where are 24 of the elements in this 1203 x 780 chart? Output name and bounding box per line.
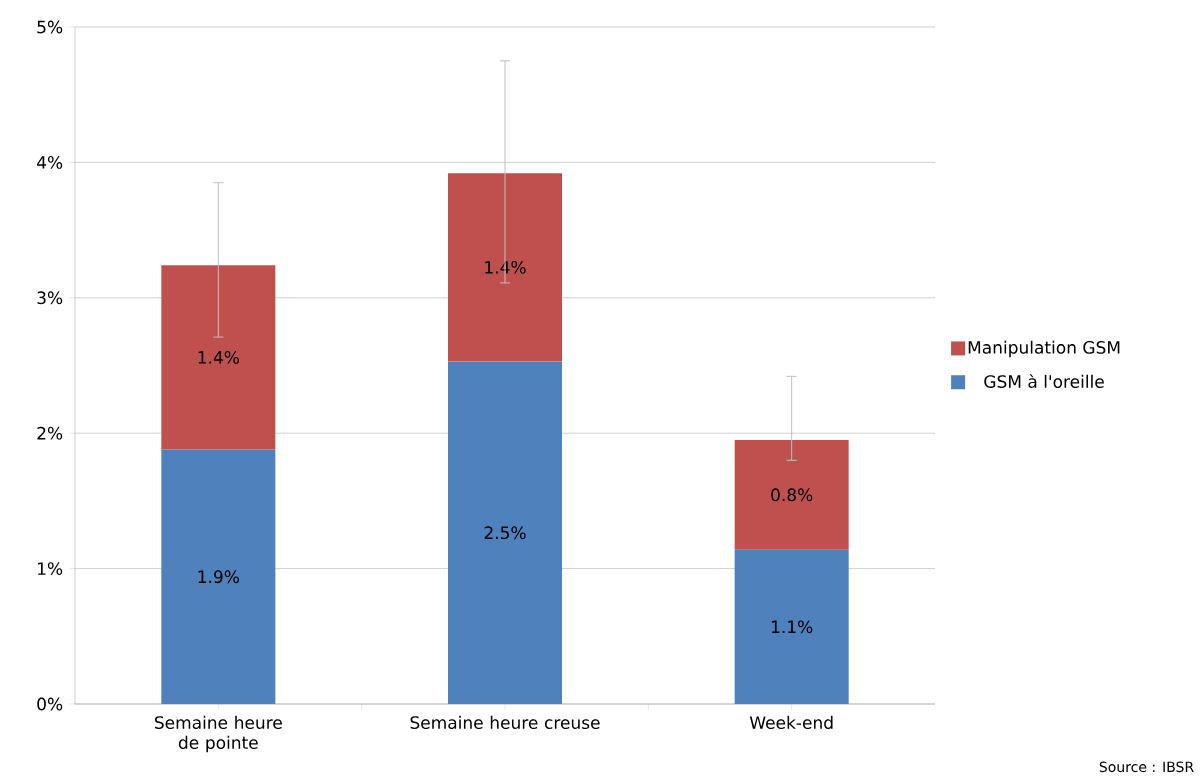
bar: [734, 439, 849, 550]
y-tick-label: 3%: [37, 291, 63, 305]
y-tick-label: 4%: [37, 155, 63, 169]
data-label: 0.8%: [771, 488, 813, 502]
bar: [448, 361, 562, 704]
legend-label: GSM à l'oreille: [984, 374, 1104, 388]
x-tick-label: Week-end: [749, 715, 833, 730]
bar: [161, 265, 276, 450]
x-tick-label: Semaine heure de pointe: [154, 715, 282, 753]
data-label: 1.4%: [198, 350, 239, 364]
y-tick-label: 2%: [37, 426, 63, 440]
legend-label: Manipulation GSM: [968, 340, 1120, 358]
source-note: Source : IBSR: [1099, 761, 1194, 773]
data-label: 2.5%: [484, 526, 526, 540]
bar: [448, 173, 562, 362]
data-label: 1.4%: [485, 260, 526, 274]
data-label: 1.1%: [771, 620, 813, 634]
data-label: 1.9%: [198, 570, 239, 584]
bar: [161, 449, 276, 704]
y-tick-label: 1%: [38, 562, 63, 576]
bar: [734, 549, 849, 704]
x-tick-label: Semaine heure creuse: [410, 715, 600, 730]
y-tick-label: 0%: [37, 697, 63, 711]
y-tick-label: 5%: [37, 20, 63, 34]
